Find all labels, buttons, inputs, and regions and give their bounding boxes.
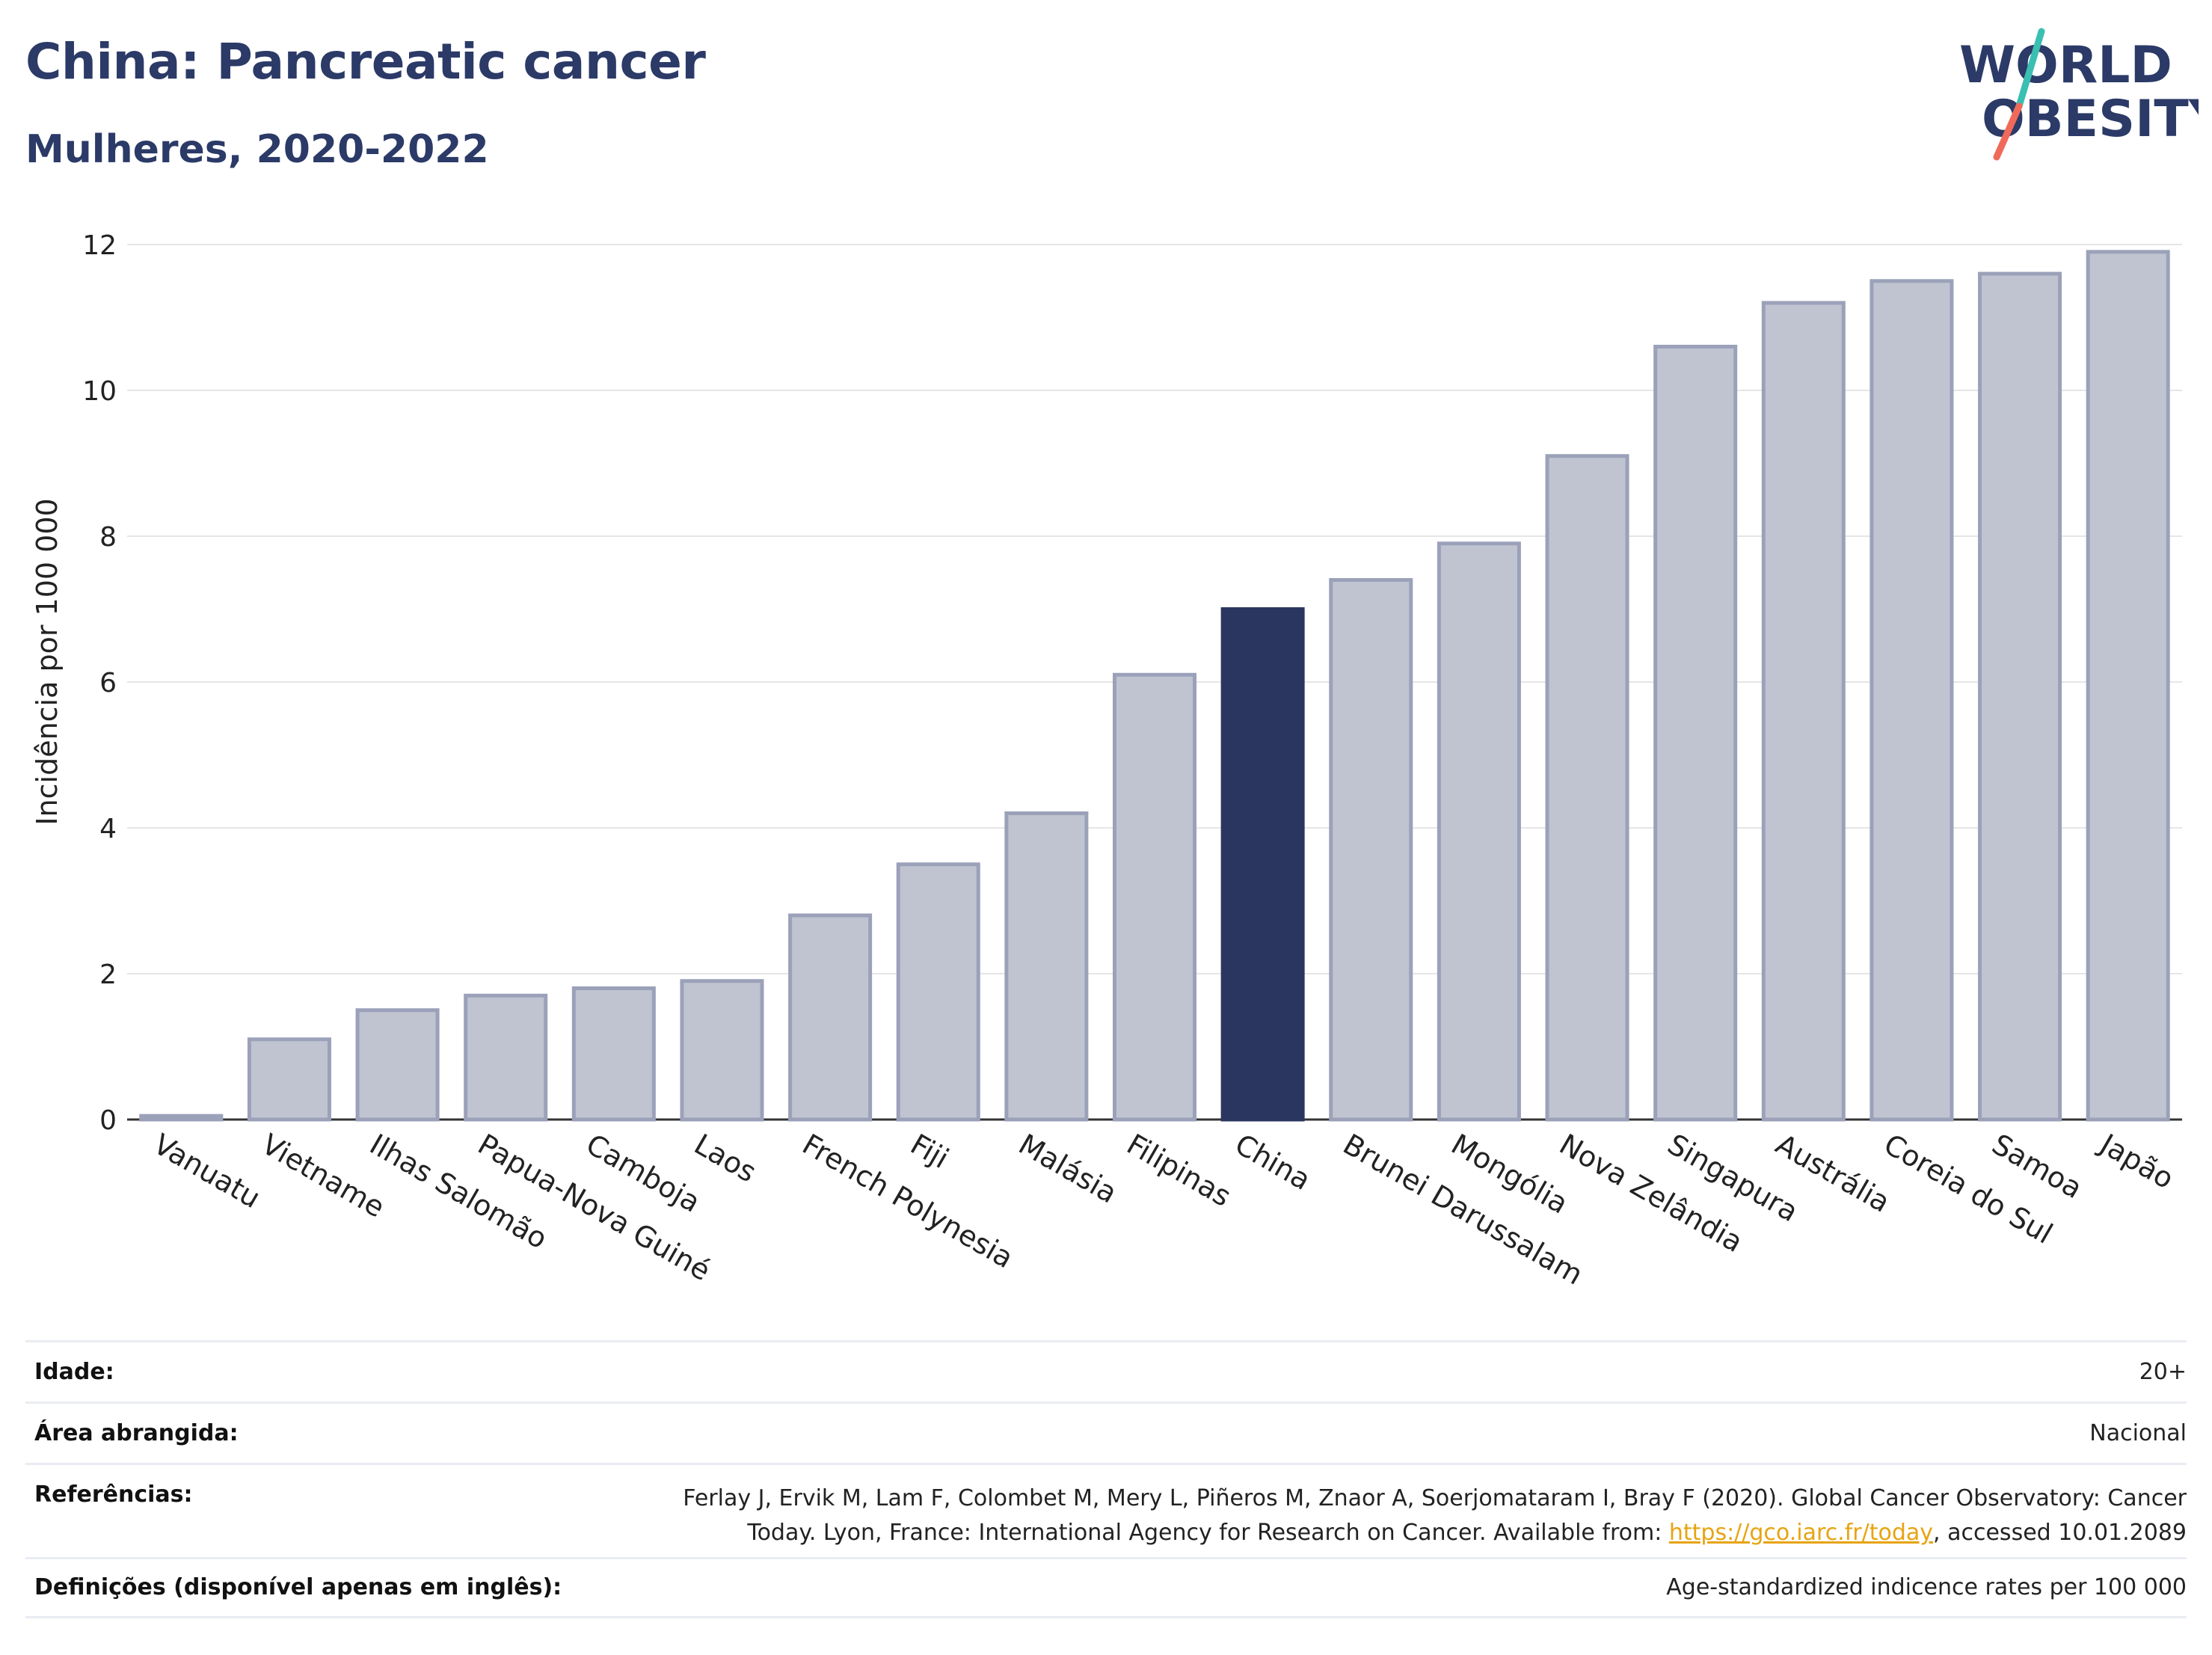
y-tick-labels: 0 2 4 6 8 10 12 <box>82 230 117 1136</box>
references-value: Ferlay J, Ervik M, Lam F, Colombet M, Me… <box>683 1481 2187 1550</box>
bar-austr-lia[interactable] <box>1761 301 1846 1122</box>
references-line-2b: , accessed 10.01.2089 <box>1933 1520 2187 1546</box>
bar-china[interactable] <box>1220 607 1305 1122</box>
logo-slash-bottom <box>1993 102 2023 161</box>
y-tick-label: 2 <box>99 959 117 990</box>
x-tick-label: Nova Zelândia <box>1554 1128 1748 1259</box>
definitions-value: Age-standardized indicence rates per 100… <box>1666 1574 2187 1600</box>
y-axis-label: Incidência por 100 000 <box>31 498 64 825</box>
x-tick-label: Ilhas Salomão <box>364 1128 553 1256</box>
bars <box>139 250 2170 1122</box>
bar-brunei-darussalam[interactable] <box>1329 578 1413 1122</box>
bar-camboja[interactable] <box>571 986 656 1122</box>
bar-samoa[interactable] <box>1978 271 2062 1122</box>
definitions-label: Definições (disponível apenas em inglês)… <box>34 1574 562 1600</box>
logo-slash-top <box>2015 28 2045 110</box>
y-tick-label: 10 <box>82 376 117 407</box>
age-value: 20+ <box>2139 1359 2187 1385</box>
y-tick-label: 4 <box>99 814 117 844</box>
info-row-area: Área abrangida: Nacional <box>25 1401 2187 1463</box>
x-tick-label: Vietname <box>256 1128 390 1224</box>
bar-jap-o[interactable] <box>2086 250 2170 1122</box>
bar-vanuatu[interactable] <box>139 1114 224 1122</box>
age-label: Idade: <box>34 1359 114 1385</box>
bar-coreia-do-sul[interactable] <box>1870 279 1954 1122</box>
x-tick-label: Filipinas <box>1122 1128 1237 1213</box>
bar-french-polynesia[interactable] <box>788 913 873 1122</box>
bar-nova-zel-ndia[interactable] <box>1545 454 1629 1122</box>
references-link[interactable]: https://gco.iarc.fr/today <box>1668 1520 1934 1546</box>
bar-fiji[interactable] <box>896 862 980 1122</box>
info-row-definitions: Definições (disponível apenas em inglês)… <box>25 1557 2187 1618</box>
info-table: Idade: 20+ Área abrangida: Nacional Refe… <box>25 1340 2187 1618</box>
references-line-2a: Today. Lyon, France: International Agenc… <box>747 1520 1669 1546</box>
y-tick-label: 0 <box>99 1105 117 1136</box>
chart-subtitle: Mulheres, 2020-2022 <box>25 127 489 172</box>
x-tick-label: Malásia <box>1013 1128 1122 1210</box>
x-tick-label: China <box>1229 1128 1316 1197</box>
bar-laos[interactable] <box>680 979 764 1122</box>
x-tick-label: Vanuatu <box>148 1128 266 1215</box>
bar-mal-sia[interactable] <box>1004 811 1089 1122</box>
area-value: Nacional <box>2089 1420 2187 1446</box>
x-tick-label: Laos <box>689 1128 762 1189</box>
info-row-references: Referências: Ferlay J, Ervik M, Lam F, C… <box>25 1463 2187 1557</box>
chart-title: China: Pancreatic cancer <box>25 33 706 90</box>
references-label: Referências: <box>34 1481 193 1508</box>
y-tick-label: 12 <box>82 230 117 261</box>
logo-text-world: WORLD <box>1959 36 2172 95</box>
references-line-1: Ferlay J, Ervik M, Lam F, Colombet M, Me… <box>683 1485 2187 1511</box>
y-tick-label: 8 <box>99 522 117 553</box>
bar-ilhas-salom-o[interactable] <box>355 1008 440 1122</box>
y-tick-label: 6 <box>99 668 117 698</box>
bar-mong-lia[interactable] <box>1437 541 1521 1122</box>
info-row-age: Idade: 20+ <box>25 1340 2187 1401</box>
world-obesity-logo: WORLD OBESITY <box>1959 28 2199 161</box>
bar-filipinas[interactable] <box>1112 672 1197 1122</box>
x-tick-label: Japão <box>2093 1127 2179 1196</box>
x-tick-label: Fiji <box>905 1128 954 1175</box>
bar-papua-nova-guin-[interactable] <box>464 993 548 1122</box>
bar-singapura[interactable] <box>1653 345 1738 1122</box>
x-tick-label: French Polynesia <box>797 1128 1019 1275</box>
area-label: Área abrangida: <box>34 1420 239 1446</box>
bar-vietname[interactable] <box>247 1037 331 1122</box>
